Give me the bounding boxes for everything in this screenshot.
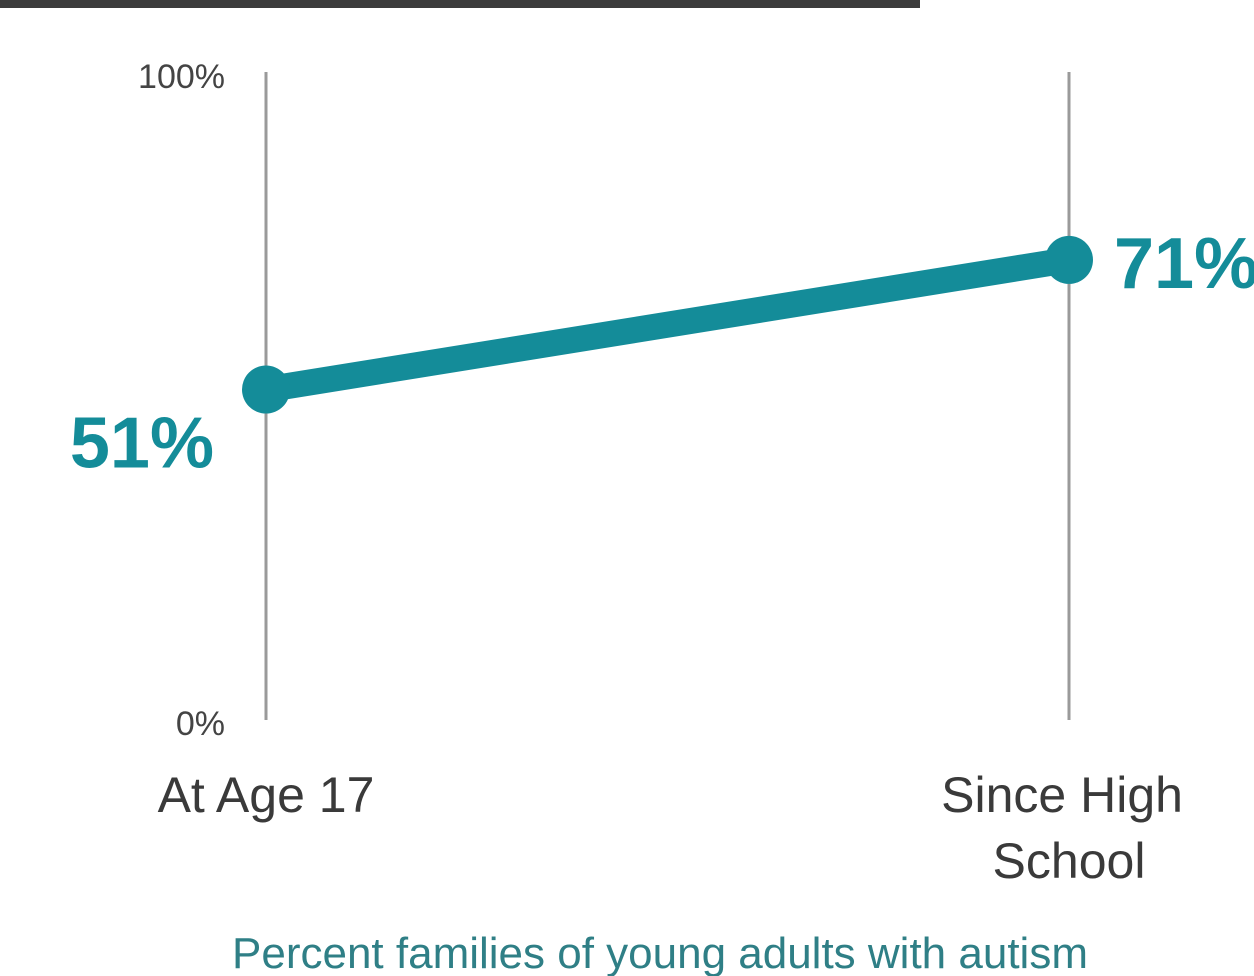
category-label-line: At Age 17 [158,767,375,823]
data-label-since-high-school: 71% [1114,224,1254,304]
y-tick-bottom: 0% [176,705,225,743]
cropped-heading-fragment [0,0,920,8]
data-point-at-age-17 [242,365,290,414]
category-label-line: School [993,833,1146,889]
category-label-at-age-17: At Age 17 [158,767,375,823]
y-tick-top: 100% [138,58,225,96]
data-label-at-age-17: 51% [70,404,214,484]
x-axis-caption: Percent families of young adults with au… [232,929,1088,976]
series-line [253,246,1082,403]
data-point-since-high-school [1045,235,1093,284]
category-label-line: Since High [941,767,1183,823]
category-label-since-high-school: Since High School [941,767,1197,889]
